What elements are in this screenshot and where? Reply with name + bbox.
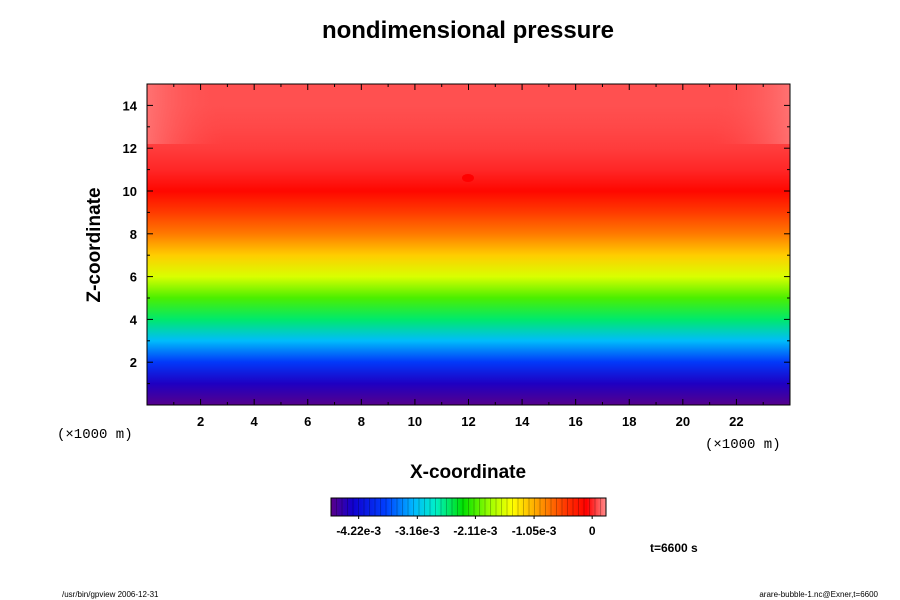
y-tick-label: 8 <box>130 227 137 242</box>
colorbar-tick-label: -4.22e-3 <box>336 524 381 538</box>
y-tick-label: 4 <box>130 312 138 327</box>
footer-left: /usr/bin/gpview 2006-12-31 <box>62 590 159 599</box>
x-tick-label: 14 <box>515 414 530 429</box>
x-tick-label: 4 <box>251 414 259 429</box>
colorbar-tick-label: 0 <box>589 524 596 538</box>
y-tick-label: 2 <box>130 355 137 370</box>
x-tick-label: 22 <box>729 414 743 429</box>
colorbar-ticks: -4.22e-3 -3.16e-3 -2.11e-3 -1.05e-3 0 <box>336 516 596 538</box>
x-tick-label: 16 <box>568 414 582 429</box>
colorbar-tick-label: -2.11e-3 <box>453 524 497 538</box>
upper-corner-highlight <box>147 84 790 144</box>
x-axis-label: X-coordinate <box>410 462 526 483</box>
y-tick-label: 12 <box>123 141 137 156</box>
y-tick-label: 14 <box>123 98 138 113</box>
colorbar-steps <box>336 498 601 516</box>
plot-area <box>146 83 791 406</box>
colorbar-tick-label: -3.16e-3 <box>395 524 440 538</box>
colorbar-frame <box>330 497 607 517</box>
y-tick-label: 6 <box>130 270 137 285</box>
colorbar-tick-label: -1.05e-3 <box>512 524 557 538</box>
field-local-max <box>462 174 474 182</box>
x-tick-label: 6 <box>304 414 311 429</box>
y-axis-ticks: 2 4 6 8 10 12 14 <box>123 98 790 385</box>
y-axis-label: Z-coordinate <box>84 187 105 302</box>
x-tick-label: 18 <box>622 414 636 429</box>
y-tick-label: 10 <box>123 184 137 199</box>
x-tick-label: 2 <box>197 414 204 429</box>
colorbar: -4.22e-3 -3.16e-3 -2.11e-3 -1.05e-3 0 <box>330 497 607 538</box>
x-tick-label: 8 <box>358 414 365 429</box>
x-tick-label: 12 <box>461 414 475 429</box>
x-unit-right: (×1000 m) <box>705 437 781 453</box>
x-axis-ticks: 2 4 6 8 10 12 14 16 18 20 22 <box>173 84 764 429</box>
time-label: t=6600 s <box>650 541 698 555</box>
x-tick-label: 20 <box>676 414 690 429</box>
chart-title: nondimensional pressure <box>322 17 614 44</box>
footer-right: arare-bubble-1.nc@Exner,t=6600 <box>759 590 878 599</box>
x-unit-left: (×1000 m) <box>57 427 133 443</box>
x-tick-label: 10 <box>408 414 422 429</box>
